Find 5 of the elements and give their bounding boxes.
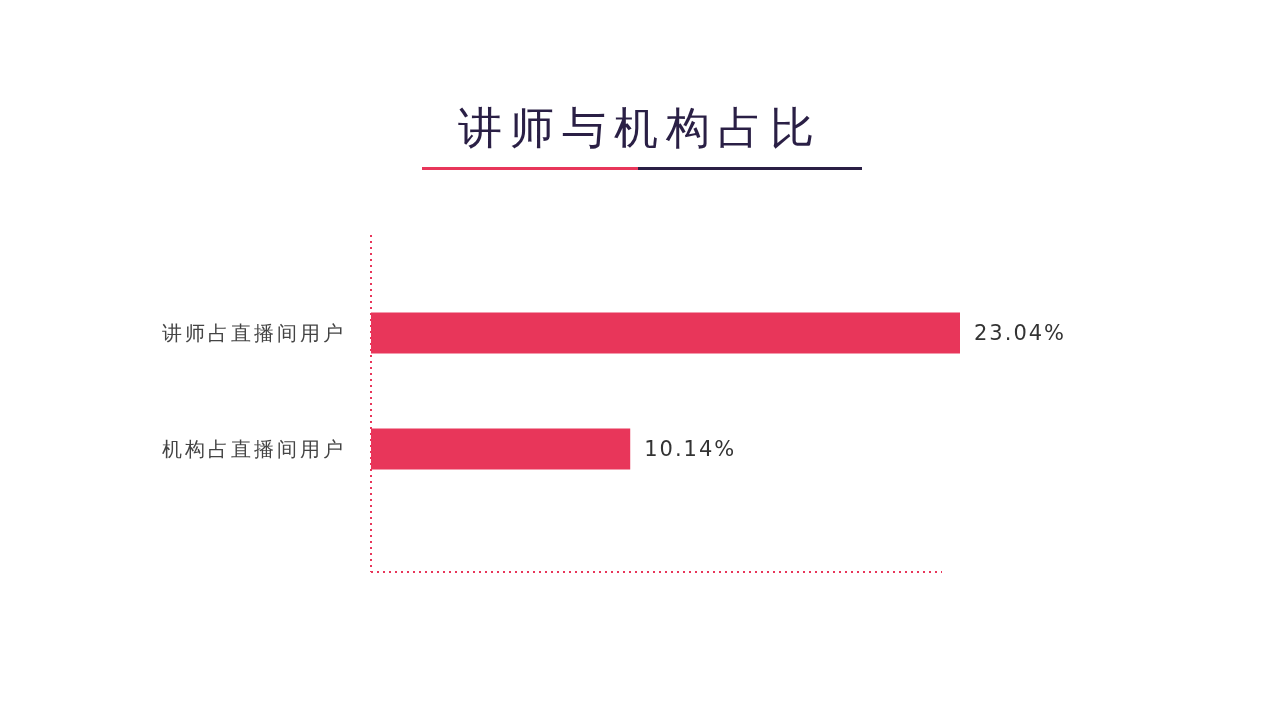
data-label: 10.14% — [644, 437, 737, 462]
y-tick-label: 机构占直播间用户 — [162, 437, 346, 461]
chart-title: 讲师与机构占比 — [458, 102, 822, 153]
y-tick-label: 讲师占直播间用户 — [162, 321, 346, 345]
data-label: 23.04% — [974, 321, 1067, 346]
